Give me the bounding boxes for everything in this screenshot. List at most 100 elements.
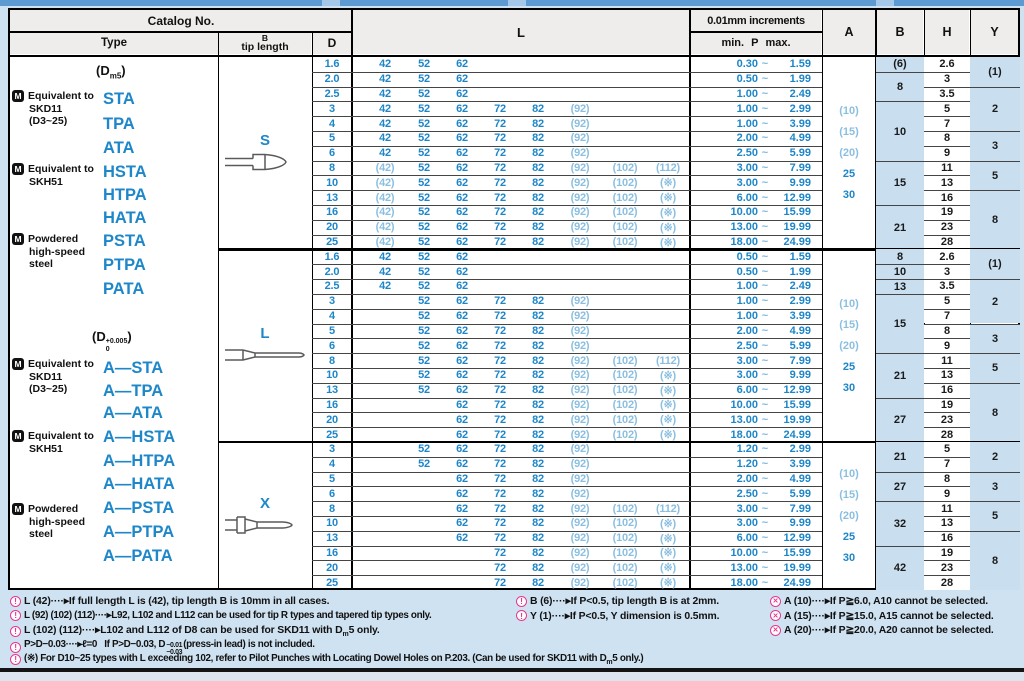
b-cell: (6) <box>876 57 924 72</box>
l-value: (102) <box>612 206 638 219</box>
row-divider <box>312 412 822 414</box>
l-value: 52 <box>418 295 430 308</box>
row-divider <box>312 560 822 562</box>
p-range: 1.20 ~2.99 <box>690 442 822 457</box>
note-right: ✕ A (20)····▸If P≧20.0, A20 cannot be sel… <box>770 624 994 636</box>
l-value: 52 <box>418 73 430 86</box>
h-row-divider <box>924 382 970 384</box>
type-group-label-line: SKD11 <box>29 370 63 383</box>
l-value: 72 <box>494 428 506 441</box>
y-cell: 8 <box>970 530 1020 590</box>
l-value: (92) <box>570 546 590 559</box>
l-value: (92) <box>570 206 590 219</box>
a-cell: (10) (15) (20) 25 30 <box>822 249 876 441</box>
d-value: 10 <box>326 517 338 530</box>
p-min: 0.50 <box>736 265 758 278</box>
row-divider <box>312 219 822 221</box>
l-value: (92) <box>570 428 590 441</box>
y-cell: 2 <box>970 86 1020 132</box>
p-range: 3.00 ~7.99 <box>690 501 822 516</box>
d-value: 6 <box>329 147 335 160</box>
l-value: (92) <box>570 502 590 515</box>
caution-icon: ! <box>10 641 21 653</box>
l-value: (92) <box>570 162 590 175</box>
h-value: 7 <box>924 116 970 132</box>
p-range: 18.00 ~24.99 <box>690 575 822 590</box>
l-value: (92) <box>570 413 590 426</box>
p-max: 15.99 <box>783 398 811 411</box>
a-value: 30 <box>842 189 856 202</box>
l-value: 72 <box>494 354 506 367</box>
h-value: 11 <box>924 353 970 368</box>
h-row-divider <box>924 101 970 103</box>
p-range: 2.50 ~5.99 <box>690 486 822 501</box>
a-value: 30 <box>842 381 856 394</box>
l-value: (※) <box>660 429 676 442</box>
header-tip-length: B tip length <box>219 32 311 54</box>
h-row-divider <box>924 412 970 414</box>
grid-line <box>311 31 313 590</box>
punch-shape-l-icon <box>223 343 307 367</box>
l-value: 62 <box>456 58 468 71</box>
h-value: 8 <box>924 131 970 146</box>
note-text: A (20)····▸If P≧20.0, A20 cannot be sele… <box>784 625 994 636</box>
note-middle: ! Y (1)····▸If P<0.5, Y dimension is 0.5m… <box>516 610 719 622</box>
l-value: 62 <box>456 236 468 249</box>
type-group-label-line: M Equivalent to <box>12 358 94 371</box>
l-value: (42) <box>375 162 395 175</box>
row-divider <box>312 264 822 266</box>
l-value: 72 <box>494 191 506 204</box>
d-tolerance-notation: (D +0.005 0) <box>92 329 132 353</box>
p-min: 13.00 <box>730 413 758 426</box>
d-value: 3 <box>329 295 335 308</box>
note-right: ✕ A (10)····▸If P≧6.0, A10 cannot be sele… <box>770 595 988 607</box>
header-p: P <box>751 37 759 49</box>
p-range: 1.00 ~3.99 <box>690 309 822 324</box>
p-range: 0.50 ~1.99 <box>690 72 822 87</box>
tilde-symbol: ~ <box>761 280 769 293</box>
l-value: (102) <box>612 162 638 175</box>
y-cell: (1) <box>970 249 1020 280</box>
l-value: 82 <box>532 206 544 219</box>
p-min: 13.00 <box>730 221 758 234</box>
l-value: 42 <box>379 117 391 130</box>
b-cell: 10 <box>876 101 924 161</box>
note-right: ✕ A (15)····▸If P≧15.0, A15 cannot be sel… <box>770 610 994 622</box>
h-row-divider <box>924 501 970 503</box>
l-value: 82 <box>532 546 544 559</box>
header-tip-b: B <box>261 33 269 43</box>
l-value: 82 <box>532 221 544 234</box>
l-value: 42 <box>379 250 391 263</box>
row-divider <box>312 367 822 369</box>
p-max: 7.99 <box>789 354 811 367</box>
h-value: 5 <box>924 441 970 457</box>
row-divider <box>312 515 822 517</box>
p-min: 10.00 <box>730 546 758 559</box>
tilde-symbol: ~ <box>761 561 769 574</box>
l-value: 62 <box>456 147 468 160</box>
caution-icon: ! <box>516 610 527 621</box>
d-value: 20 <box>326 561 338 574</box>
h-value: 5 <box>924 293 970 309</box>
bottom-strip <box>0 672 1024 681</box>
l-value: (92) <box>570 517 590 530</box>
tilde-symbol: ~ <box>761 117 769 130</box>
note-text: P>D−0.03····▸ℓ=0 If P>D−0.03, D −0.01 −0.0… <box>24 638 315 656</box>
l-value: 82 <box>532 472 544 485</box>
h-row-divider <box>924 367 970 369</box>
row-divider <box>312 456 822 458</box>
tip-diagram-s: S <box>219 57 311 249</box>
type-group-label: M Equivalent to SKD11 (D3~25) <box>12 90 94 128</box>
tilde-symbol: ~ <box>761 532 769 545</box>
l-value: 52 <box>418 88 430 100</box>
p-max: 7.99 <box>789 162 811 175</box>
l-value: 72 <box>494 236 506 249</box>
l-value: (92) <box>570 117 590 130</box>
p-range: 10.00 ~15.99 <box>690 205 822 220</box>
header-increments: 0.01mm increments <box>691 10 821 31</box>
l-value: 52 <box>418 310 430 323</box>
l-value: (92) <box>570 102 590 115</box>
l-value: 82 <box>532 339 544 352</box>
tilde-symbol: ~ <box>761 73 769 86</box>
